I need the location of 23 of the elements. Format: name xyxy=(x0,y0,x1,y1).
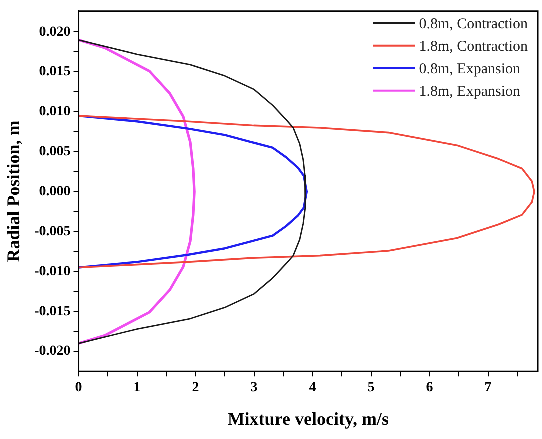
y-tick-label: 0.000 xyxy=(39,184,71,200)
y-tick-label: -0.005 xyxy=(34,224,71,240)
y-tick-label: -0.015 xyxy=(34,304,71,320)
y-tick-label: 0.020 xyxy=(39,24,71,40)
y-tick-label: -0.020 xyxy=(34,344,71,360)
x-tick-label: 6 xyxy=(426,380,434,396)
legend-label: 1.8m, Contraction xyxy=(419,38,528,55)
legend-label: 1.8m, Expansion xyxy=(419,84,522,100)
legend-label: 0.8m, Expansion xyxy=(419,61,522,78)
y-tick-label: 0.010 xyxy=(39,104,71,120)
x-tick-label: 5 xyxy=(368,380,375,396)
x-tick-label: 7 xyxy=(484,380,492,396)
y-axis-title: Radial Position, m xyxy=(3,120,24,262)
x-tick-label: 3 xyxy=(250,380,258,396)
x-tick-label: 2 xyxy=(192,380,200,396)
y-tick-label: 0.005 xyxy=(39,144,71,160)
x-axis-title: Mixture velocity, m/s xyxy=(228,408,389,429)
y-tick-label: 0.015 xyxy=(39,64,71,80)
x-tick-label: 4 xyxy=(309,380,316,396)
x-tick-label: 0 xyxy=(75,380,82,396)
x-tick-label: 1 xyxy=(134,380,141,396)
y-tick-label: -0.010 xyxy=(34,264,71,280)
legend-label: 0.8m, Contraction xyxy=(419,16,528,32)
